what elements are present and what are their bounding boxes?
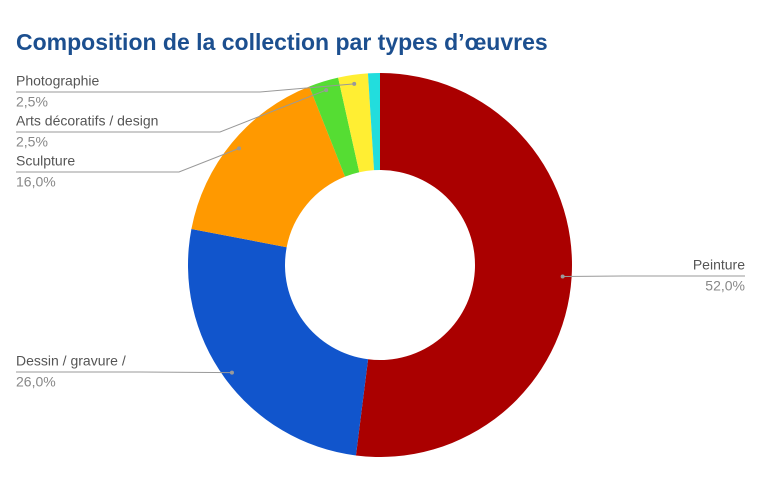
chart-title: Composition de la collection par types d… xyxy=(16,29,548,55)
slice xyxy=(338,73,375,173)
slice-label: Peinture xyxy=(693,257,745,273)
leader-dot xyxy=(236,146,241,151)
leader-dot xyxy=(229,370,234,375)
leader-line xyxy=(16,89,327,133)
value-label: 2,5% xyxy=(16,134,48,150)
leader-dot xyxy=(324,88,329,93)
slice xyxy=(309,77,360,177)
slice-label: Arts décoratifs / design xyxy=(16,113,158,129)
value-label: 52,0% xyxy=(705,278,745,294)
slice xyxy=(367,73,380,171)
leader-dot xyxy=(352,81,357,86)
leader-line xyxy=(16,83,355,93)
value-label: 2,5% xyxy=(16,94,48,110)
slice xyxy=(187,229,369,456)
slice xyxy=(355,73,572,457)
value-label: 16,0% xyxy=(16,174,56,190)
slice xyxy=(191,86,346,248)
value-label: 26,0% xyxy=(16,374,56,390)
leader-line xyxy=(16,147,240,173)
leader-line xyxy=(16,371,232,374)
slice-label: Dessin / gravure / xyxy=(16,353,126,369)
slice-label: Photographie xyxy=(16,73,100,89)
leader-dot xyxy=(560,274,565,279)
slice-label: Sculpture xyxy=(16,153,75,169)
